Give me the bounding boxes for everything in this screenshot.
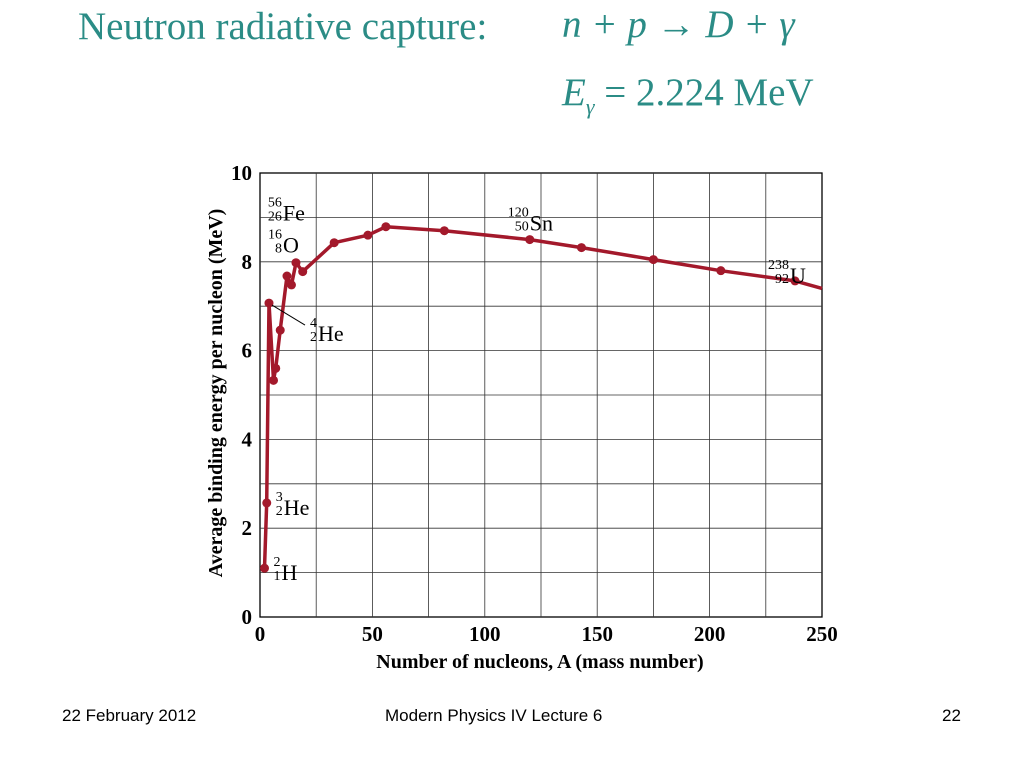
data-point <box>525 235 535 245</box>
energy-value: = 2.224 MeV <box>604 71 814 114</box>
atomic-number: 92 <box>775 272 789 287</box>
x-tick-label: 200 <box>694 622 726 646</box>
atomic-number: 26 <box>268 210 282 225</box>
data-point <box>381 222 391 232</box>
nuclide-label-he-3: 32 He <box>276 490 310 520</box>
mass-number: 16 <box>268 228 282 243</box>
data-point <box>286 280 296 290</box>
data-point <box>648 255 658 265</box>
x-axis-label: Number of nucleons, A (mass number) <box>376 651 703 673</box>
nuclide-label-he-4: 42 He <box>271 304 344 346</box>
mass-number: 238 <box>768 258 789 273</box>
data-point <box>271 363 281 373</box>
data-point <box>716 266 726 276</box>
element-symbol: Sn <box>530 211 553 236</box>
chart-grid <box>259 172 823 618</box>
leader-line <box>271 304 306 326</box>
data-point <box>262 498 272 508</box>
gamma-energy: Eγ = 2.224 MeV <box>562 70 814 120</box>
y-axis-label: Average binding energy per nucleon (MeV) <box>205 209 227 578</box>
data-point <box>439 226 449 236</box>
y-tick-label: 8 <box>242 250 253 274</box>
nuclide-label-h-2: 21 H <box>273 555 297 585</box>
data-point <box>291 258 301 268</box>
data-point <box>264 298 274 308</box>
reaction-equation: n + p → D + γ <box>562 3 795 46</box>
y-tick-label: 10 <box>231 161 252 185</box>
x-tick-label: 250 <box>806 622 838 646</box>
footer-page-number: 22 <box>942 706 961 725</box>
y-tick-label: 2 <box>242 516 253 540</box>
mass-number: 3 <box>276 490 283 505</box>
data-point <box>298 267 308 277</box>
y-tick-label: 0 <box>242 605 253 629</box>
atomic-number: 2 <box>310 330 317 345</box>
element-symbol: U <box>790 263 806 288</box>
data-point <box>282 271 292 281</box>
data-point <box>268 375 278 385</box>
footer-date: 22 February 2012 <box>62 706 197 725</box>
x-tick-label: 100 <box>469 622 501 646</box>
nuclide-label-o-16: 168 O <box>268 228 299 258</box>
data-point <box>329 238 339 248</box>
footer-lecture: Modern Physics IV Lecture 6 <box>385 706 603 725</box>
mass-number: 120 <box>508 206 529 221</box>
data-point <box>576 243 586 253</box>
element-symbol: H <box>281 560 297 585</box>
chart-curve <box>262 224 823 569</box>
mass-number: 56 <box>268 196 282 211</box>
y-tick-label: 6 <box>242 339 253 363</box>
binding-energy-curve <box>262 224 823 569</box>
mass-number: 4 <box>310 316 317 331</box>
element-symbol: He <box>318 321 344 346</box>
data-point <box>275 325 285 335</box>
data-point <box>790 276 800 286</box>
atomic-number: 50 <box>515 220 529 235</box>
data-point <box>259 563 269 573</box>
data-point <box>363 230 373 240</box>
energy-symbol: E <box>562 71 586 114</box>
slide-title: Neutron radiative capture: <box>78 5 488 48</box>
element-symbol: Fe <box>283 201 305 226</box>
atomic-number: 2 <box>276 504 283 519</box>
atomic-number: 8 <box>275 242 282 257</box>
element-symbol: O <box>283 233 299 258</box>
chart-points <box>259 222 800 573</box>
energy-subscript: γ <box>585 93 595 119</box>
x-tick-label: 0 <box>255 622 266 646</box>
x-tick-label: 50 <box>362 622 383 646</box>
atomic-number: 1 <box>273 569 280 584</box>
x-tick-label: 150 <box>581 622 613 646</box>
y-tick-label: 4 <box>242 427 253 451</box>
mass-number: 2 <box>273 555 280 570</box>
element-symbol: He <box>284 495 310 520</box>
